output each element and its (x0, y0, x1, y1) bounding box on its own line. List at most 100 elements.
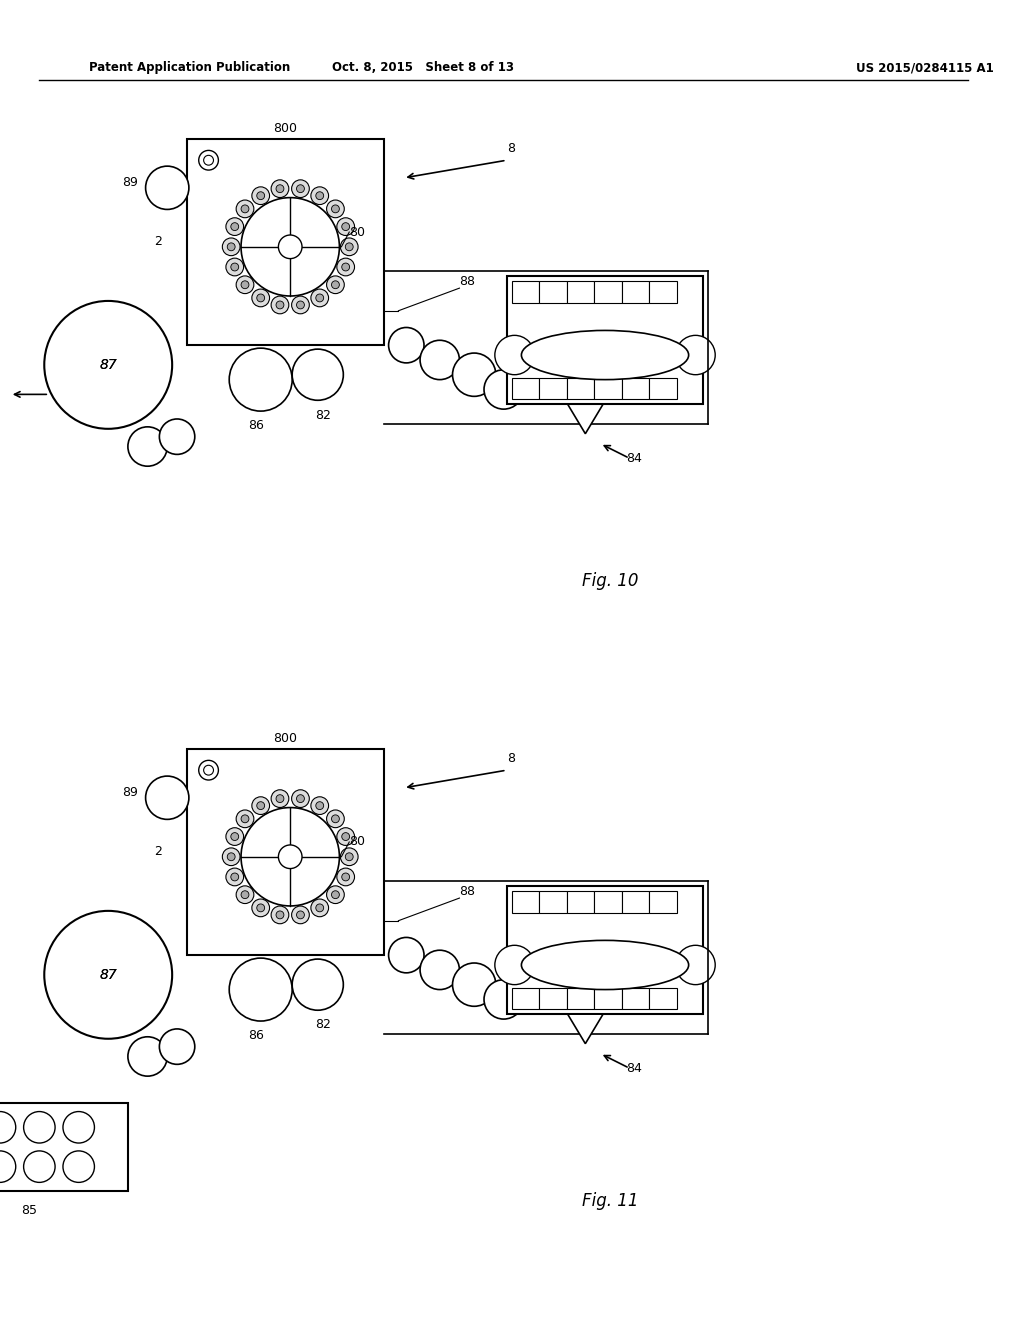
Bar (512, 378, 539, 399)
Circle shape (241, 891, 249, 899)
Circle shape (292, 180, 309, 198)
Bar (539, 987, 566, 1010)
Text: 87: 87 (99, 968, 117, 982)
Text: 88: 88 (460, 275, 475, 288)
Circle shape (292, 348, 343, 400)
Circle shape (495, 335, 535, 375)
Circle shape (337, 259, 354, 276)
Text: Oct. 8, 2015   Sheet 8 of 13: Oct. 8, 2015 Sheet 8 of 13 (332, 61, 514, 74)
Circle shape (484, 370, 523, 409)
Text: 87: 87 (99, 968, 117, 982)
Circle shape (327, 201, 344, 218)
Bar (594, 378, 622, 399)
Circle shape (145, 166, 188, 210)
Circle shape (241, 808, 339, 906)
Polygon shape (567, 1014, 603, 1044)
Circle shape (237, 276, 254, 293)
Circle shape (237, 810, 254, 828)
Circle shape (676, 335, 715, 375)
Circle shape (241, 814, 249, 822)
Circle shape (495, 945, 535, 985)
Circle shape (24, 1111, 55, 1143)
Circle shape (297, 911, 304, 919)
Bar (187, 139, 384, 346)
Circle shape (276, 795, 284, 803)
Circle shape (271, 906, 289, 924)
Circle shape (62, 1111, 94, 1143)
Text: 80: 80 (349, 226, 366, 239)
Circle shape (241, 205, 249, 213)
Circle shape (279, 235, 302, 259)
Text: 84: 84 (627, 451, 642, 465)
Circle shape (332, 205, 339, 213)
Circle shape (230, 263, 239, 271)
Circle shape (237, 886, 254, 904)
Bar (512, 987, 539, 1010)
Text: 88: 88 (460, 884, 475, 898)
Circle shape (292, 296, 309, 314)
Bar (512, 281, 539, 302)
Circle shape (241, 281, 249, 289)
Text: 800: 800 (273, 123, 297, 135)
Bar (0, 1102, 128, 1191)
Circle shape (226, 259, 244, 276)
Circle shape (292, 906, 309, 924)
Circle shape (227, 853, 236, 861)
Circle shape (332, 281, 339, 289)
Text: 82: 82 (314, 1019, 331, 1031)
Circle shape (128, 1036, 167, 1076)
Circle shape (292, 960, 343, 1010)
Circle shape (204, 156, 213, 165)
Bar (594, 987, 622, 1010)
Circle shape (327, 886, 344, 904)
Circle shape (342, 263, 349, 271)
Circle shape (676, 945, 715, 985)
Circle shape (311, 899, 329, 916)
Circle shape (252, 899, 269, 916)
Circle shape (292, 789, 309, 808)
Bar (622, 987, 649, 1010)
Circle shape (420, 341, 460, 380)
Circle shape (0, 1151, 15, 1183)
Bar (539, 378, 566, 399)
Text: 86: 86 (248, 1030, 264, 1043)
Circle shape (453, 352, 496, 396)
Circle shape (340, 847, 358, 866)
Bar (649, 281, 677, 302)
Circle shape (297, 185, 304, 193)
Bar (507, 276, 703, 404)
Circle shape (315, 294, 324, 302)
Bar (512, 891, 539, 913)
Bar (649, 378, 677, 399)
Text: Fig. 10: Fig. 10 (582, 573, 638, 590)
Circle shape (388, 327, 424, 363)
Text: 8: 8 (508, 143, 515, 154)
Circle shape (388, 937, 424, 973)
Circle shape (332, 814, 339, 822)
Circle shape (345, 243, 353, 251)
Circle shape (276, 301, 284, 309)
Text: US 2015/0284115 A1: US 2015/0284115 A1 (856, 61, 993, 74)
Circle shape (315, 801, 324, 809)
Ellipse shape (521, 940, 689, 990)
Circle shape (230, 833, 239, 841)
Bar (649, 891, 677, 913)
Bar (622, 378, 649, 399)
Text: 86: 86 (248, 420, 264, 433)
Circle shape (0, 1111, 15, 1143)
Circle shape (276, 911, 284, 919)
Circle shape (271, 180, 289, 198)
Circle shape (230, 223, 239, 231)
Circle shape (229, 958, 292, 1022)
Circle shape (276, 185, 284, 193)
Circle shape (44, 301, 172, 429)
Circle shape (311, 289, 329, 306)
Circle shape (227, 243, 236, 251)
Polygon shape (567, 404, 603, 434)
Circle shape (340, 238, 358, 256)
Text: Fig. 11: Fig. 11 (582, 1192, 638, 1210)
Text: 2: 2 (155, 235, 163, 248)
Bar (649, 987, 677, 1010)
Circle shape (62, 1151, 94, 1183)
Circle shape (199, 150, 218, 170)
